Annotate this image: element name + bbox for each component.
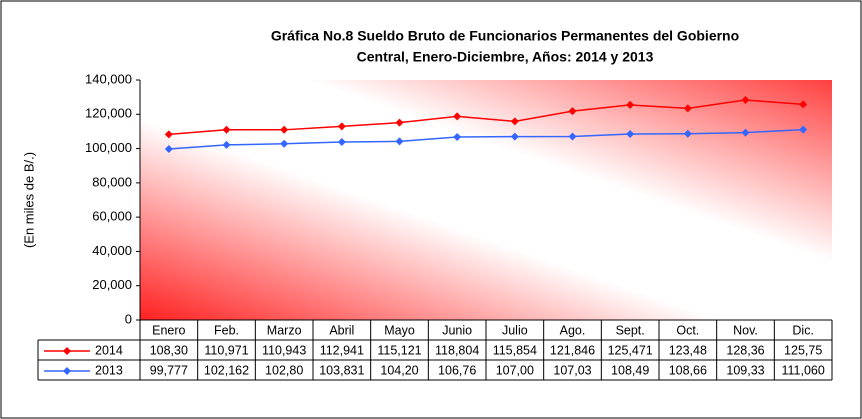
data-label: 108,49 — [611, 363, 649, 377]
data-label: 106,76 — [438, 363, 476, 377]
y-tick-label: 60,000 — [92, 209, 132, 224]
data-label: 103,831 — [319, 363, 364, 377]
marker — [280, 139, 289, 148]
marker — [510, 132, 519, 141]
y-tick-label: 140,000 — [85, 71, 132, 86]
marker — [395, 118, 404, 127]
data-label: 107,03 — [553, 363, 591, 377]
x-tick-label: Mayo — [384, 323, 415, 337]
x-tick-label: Junio — [442, 323, 472, 337]
x-tick-label: Ago. — [560, 323, 586, 337]
marker — [337, 122, 346, 131]
marker — [280, 125, 289, 134]
data-label: 102,162 — [204, 363, 249, 377]
marker — [395, 137, 404, 146]
marker — [510, 117, 519, 126]
data-label: 121,846 — [550, 343, 595, 357]
data-label: 102,80 — [265, 363, 303, 377]
data-label: 104,20 — [380, 363, 418, 377]
x-tick-label: Marzo — [267, 323, 302, 337]
marker — [164, 130, 173, 139]
marker — [453, 112, 462, 121]
marker — [683, 129, 692, 138]
marker — [799, 125, 808, 134]
x-tick-label: Oct. — [676, 323, 699, 337]
marker — [222, 125, 231, 134]
data-label: 125,75 — [784, 343, 822, 357]
y-tick-label: 120,000 — [85, 106, 132, 121]
legend-marker — [63, 367, 71, 375]
data-label: 115,854 — [493, 343, 537, 357]
x-tick-label: Abril — [329, 323, 354, 337]
series-line — [168, 99, 804, 136]
marker — [337, 138, 346, 147]
y-tick-label: 80,000 — [92, 174, 132, 189]
chart-title: Central, Enero-Diciembre, Años: 2014 y 2… — [357, 49, 654, 65]
data-label: 99,777 — [150, 363, 188, 377]
marker — [683, 104, 692, 113]
data-label: 123,48 — [669, 343, 707, 357]
marker — [741, 95, 750, 104]
data-label: 128,36 — [726, 343, 764, 357]
y-tick-label: 0 — [125, 311, 132, 326]
marker — [164, 144, 173, 153]
data-label: 111,060 — [781, 363, 824, 377]
data-label: 115,121 — [377, 343, 421, 357]
x-tick-label: Sept. — [616, 323, 645, 337]
data-label: 110,943 — [262, 343, 306, 357]
data-label: 108,66 — [669, 363, 707, 377]
data-label: 110,971 — [204, 343, 248, 357]
marker — [626, 130, 635, 139]
data-label: 125,471 — [608, 343, 653, 357]
marker — [453, 132, 462, 141]
series-line — [168, 128, 804, 150]
x-tick-label: Nov. — [733, 323, 758, 337]
plot-area — [140, 80, 832, 320]
legend-label: 2014 — [95, 343, 123, 357]
y-tick-label: 40,000 — [92, 243, 132, 258]
marker — [222, 140, 231, 149]
y-axis-label: (En miles de B/.) — [21, 152, 36, 248]
data-label: 118,804 — [435, 343, 479, 357]
y-tick-label: 100,000 — [85, 140, 132, 155]
marker — [626, 100, 635, 109]
marker — [568, 107, 577, 116]
legend-marker — [63, 347, 71, 355]
marker — [799, 100, 808, 109]
data-label: 109,33 — [726, 363, 764, 377]
y-tick-label: 20,000 — [92, 277, 132, 292]
marker — [568, 132, 577, 141]
x-tick-label: Enero — [152, 323, 185, 337]
data-label: 112,941 — [320, 343, 364, 357]
data-label: 108,30 — [150, 343, 188, 357]
marker — [741, 128, 750, 137]
x-tick-label: Feb. — [214, 323, 239, 337]
data-label: 107,00 — [496, 363, 534, 377]
chart-title: Gráfica No.8 Sueldo Bruto de Funcionario… — [271, 28, 739, 44]
legend-label: 2013 — [95, 363, 123, 377]
x-tick-label: Julio — [502, 323, 528, 337]
x-tick-label: Dic. — [792, 323, 814, 337]
